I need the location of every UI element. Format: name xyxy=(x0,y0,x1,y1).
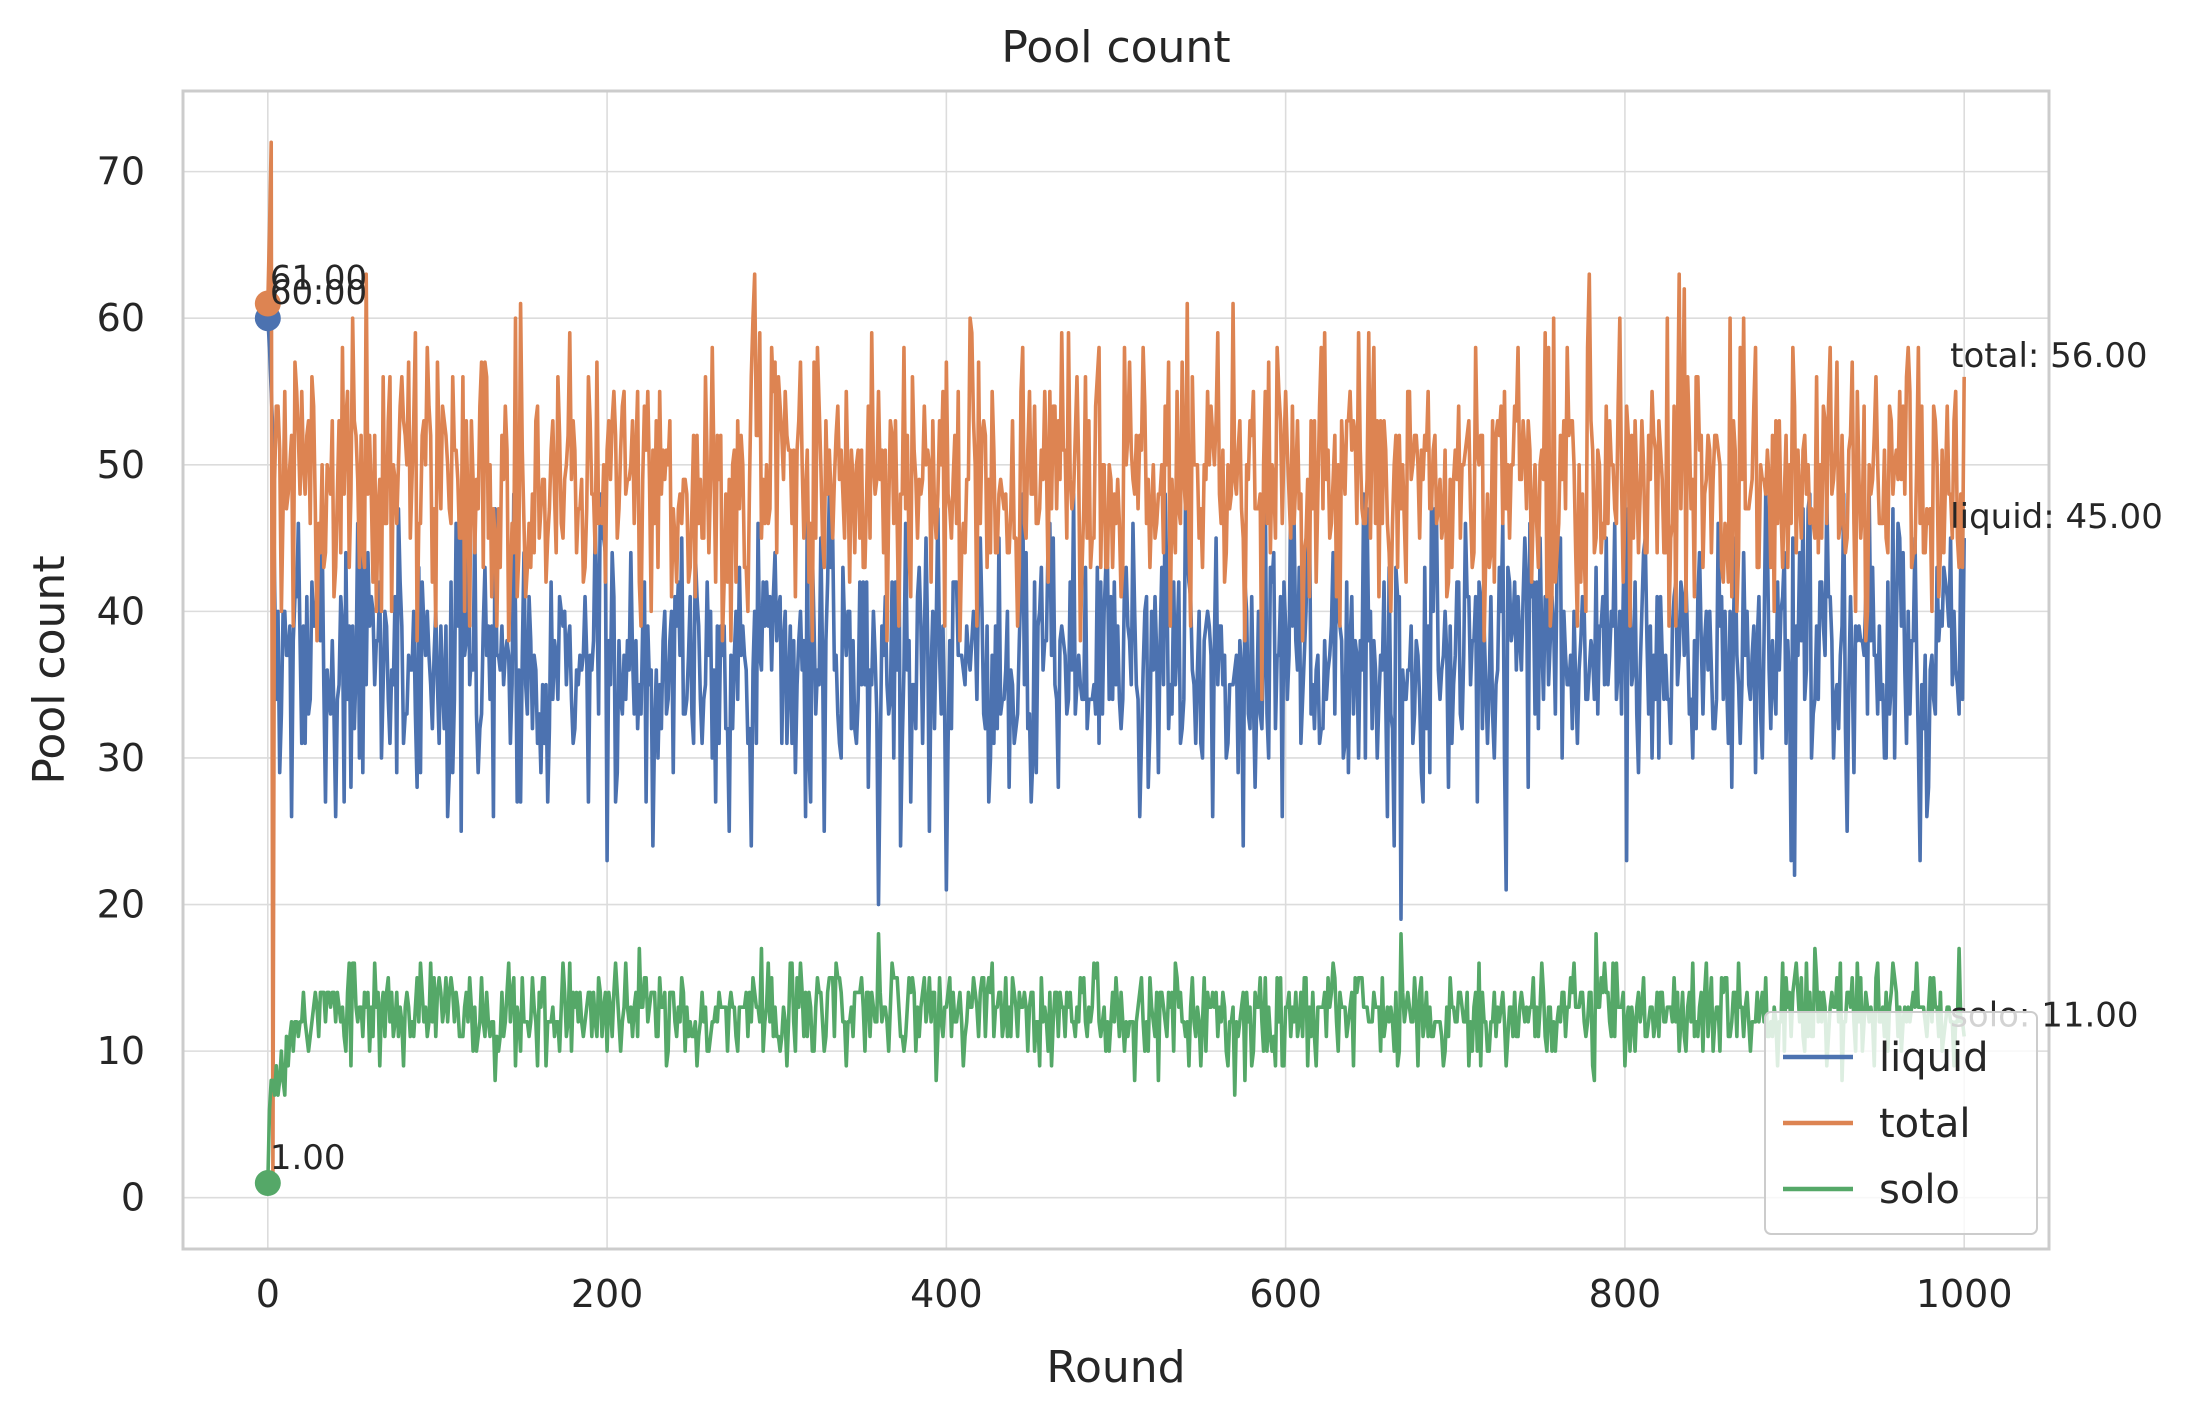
legend-label-liquid: liquid xyxy=(1879,1035,1988,1081)
start-markers xyxy=(254,290,281,1197)
y-tick-labels: 0 10 20 30 40 50 60 70 xyxy=(97,150,145,1220)
legend-box xyxy=(1764,1011,2038,1235)
annotation-total-start: 61.00 xyxy=(270,259,367,299)
x-tick-label: 600 xyxy=(1249,1272,1322,1316)
plot-frame xyxy=(181,89,2051,1251)
y-tick-label: 30 xyxy=(97,736,145,780)
series-layer xyxy=(266,140,1966,1185)
y-axis-label: Pool count xyxy=(24,555,75,784)
x-tick-label: 400 xyxy=(910,1272,983,1316)
y-tick-label: 70 xyxy=(97,150,145,194)
y-tick-label: 10 xyxy=(97,1029,145,1073)
y-tick-label: 20 xyxy=(97,883,145,927)
series-line-solo xyxy=(266,932,1966,1184)
start-marker-total xyxy=(254,290,281,317)
x-tick-label: 800 xyxy=(1589,1272,1662,1316)
x-tick-label: 1000 xyxy=(1916,1272,2013,1316)
annotation-solo-start: 1.00 xyxy=(270,1138,346,1178)
y-tick-label: 50 xyxy=(97,443,145,487)
y-tick-label: 40 xyxy=(97,589,145,633)
legend-label-solo: solo xyxy=(1879,1167,1960,1213)
x-axis-label: Round xyxy=(1046,1342,1185,1393)
legend-label-total: total xyxy=(1879,1101,1970,1147)
legend: liquid total solo xyxy=(1764,1011,2038,1235)
y-tick-label: 0 xyxy=(121,1176,145,1220)
y-tick-label: 60 xyxy=(97,296,145,340)
chart-title: Pool count xyxy=(1001,22,1230,73)
start-marker-solo xyxy=(254,1170,281,1197)
annotation-liquid-end: liquid: 45.00 xyxy=(1950,497,2163,537)
x-tick-labels: 0 200 400 600 800 1000 xyxy=(256,1272,2013,1316)
series-line-liquid xyxy=(266,318,1966,921)
annotation-liquid-start: 60.00 xyxy=(270,273,367,313)
x-tick-label: 0 xyxy=(256,1272,280,1316)
series-line-total xyxy=(266,140,1966,1185)
annotation-total-end: total: 56.00 xyxy=(1950,336,2147,376)
x-tick-label: 200 xyxy=(571,1272,644,1316)
